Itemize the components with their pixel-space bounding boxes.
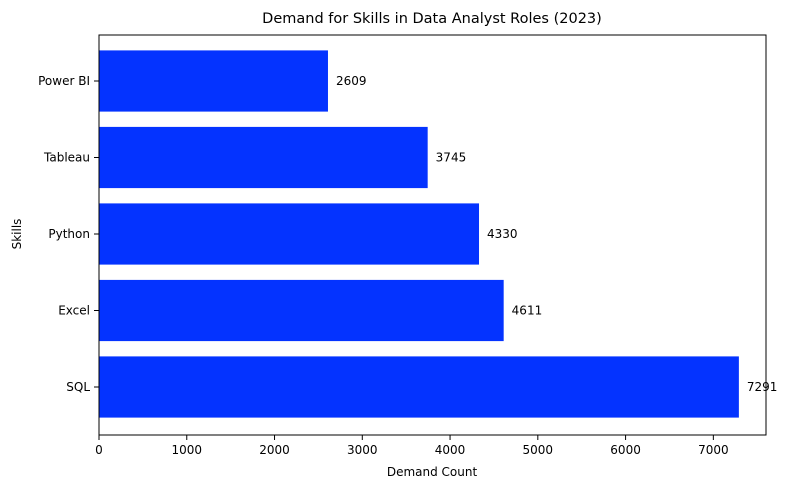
bar-power-bi <box>99 50 328 112</box>
bar-sql <box>99 356 739 418</box>
x-tick-label: 5000 <box>523 443 554 457</box>
y-tick-label-sql: SQL <box>66 380 90 394</box>
plot-frame <box>98 34 767 436</box>
y-tick-label-excel: Excel <box>58 304 90 318</box>
y-axis-ticks: SQL Excel Python Tableau Power BI <box>38 74 99 394</box>
x-axis-ticks: 0 1000 2000 3000 4000 5000 6000 7000 <box>95 435 729 457</box>
y-tick-label-tableau: Tableau <box>43 151 90 165</box>
x-tick-label: 1000 <box>171 443 202 457</box>
bar-excel <box>99 279 504 342</box>
data-labels-group: 7291 4611 4330 3745 2609 <box>336 74 777 394</box>
data-label-tableau: 3745 <box>436 151 467 165</box>
bars-group <box>99 50 739 418</box>
data-label-sql: 7291 <box>747 380 778 394</box>
data-label-power-bi: 2609 <box>336 74 367 88</box>
bar-python <box>99 203 480 265</box>
x-tick-label: 7000 <box>698 443 729 457</box>
y-tick-label-python: Python <box>48 227 90 241</box>
y-tick-label-power-bi: Power BI <box>38 74 90 88</box>
data-label-excel: 4611 <box>512 304 543 318</box>
chart-title: Demand for Skills in Data Analyst Roles … <box>262 11 602 27</box>
x-tick-label: 2000 <box>259 443 290 457</box>
x-tick-label: 4000 <box>435 443 466 457</box>
x-tick-label: 0 <box>95 443 103 457</box>
x-axis-label: Demand Count <box>387 465 478 479</box>
x-tick-label: 6000 <box>610 443 641 457</box>
data-label-python: 4330 <box>487 227 518 241</box>
bar-tableau <box>99 126 428 189</box>
y-axis-label: Skills <box>10 219 24 250</box>
x-tick-label: 3000 <box>347 443 378 457</box>
